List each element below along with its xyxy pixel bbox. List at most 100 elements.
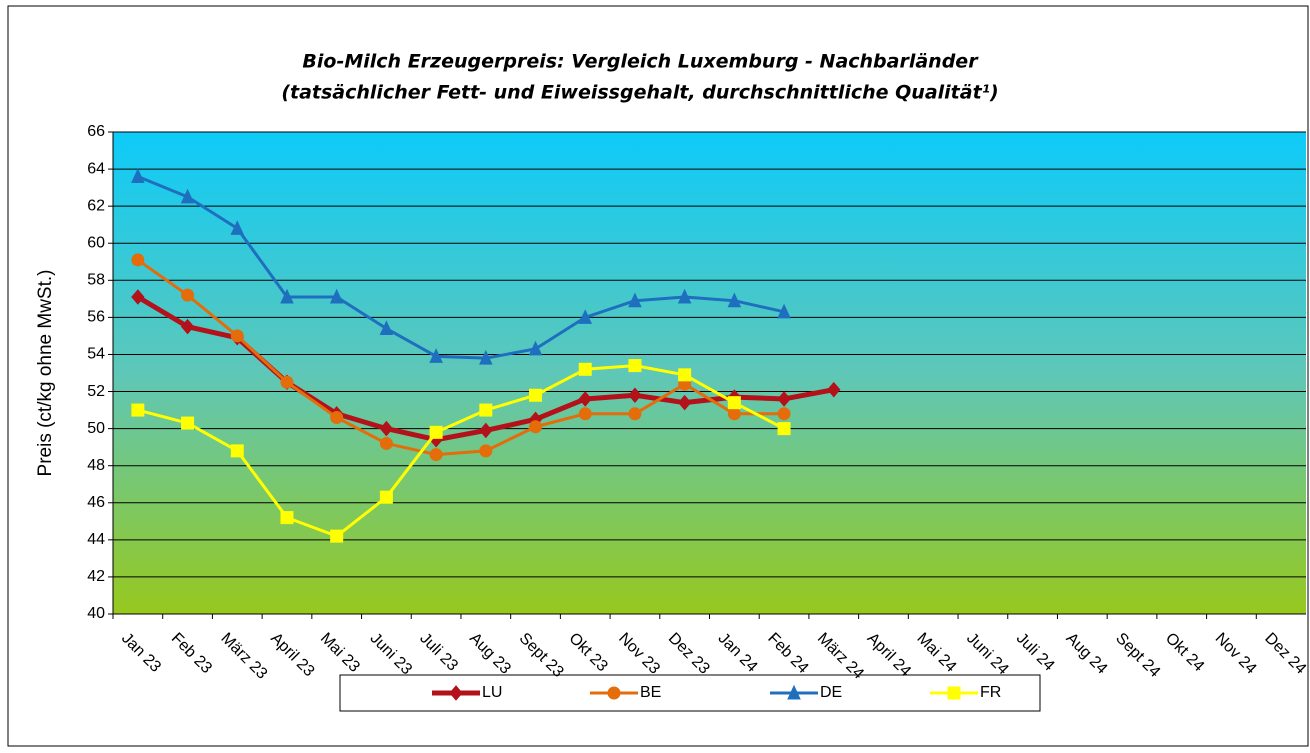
marker	[677, 288, 692, 304]
plot-area	[113, 132, 1306, 614]
marker	[230, 444, 244, 458]
marker	[330, 410, 344, 424]
marker	[379, 490, 393, 504]
frame	[7, 5, 1309, 747]
y-tick-label: 56	[87, 309, 105, 326]
x-tick-label: Feb 23	[168, 630, 215, 677]
marker	[777, 303, 791, 319]
y-tick-label: 44	[87, 531, 105, 548]
x-tick-label: Okt 24	[1162, 630, 1207, 675]
marker	[379, 320, 394, 336]
marker	[578, 362, 592, 376]
legend-label: FR	[980, 684, 1001, 701]
y-tick-label: 40	[87, 605, 105, 622]
x-tick-label: Nov 23	[615, 630, 663, 678]
marker	[379, 420, 394, 437]
marker	[429, 425, 443, 439]
marker	[429, 448, 443, 462]
marker	[777, 391, 791, 407]
marker	[280, 375, 294, 389]
marker	[131, 289, 145, 305]
x-tick-label: Juli 23	[416, 630, 461, 675]
marker	[479, 422, 493, 439]
x-tick-label: Mai 23	[317, 630, 363, 676]
marker	[131, 403, 145, 417]
marker	[429, 348, 443, 363]
marker	[180, 188, 195, 204]
marker	[607, 686, 621, 700]
y-tick-label: 48	[87, 457, 105, 474]
marker	[827, 381, 841, 398]
x-tick-label: April 24	[864, 630, 914, 680]
x-tick-label: Okt 23	[565, 630, 610, 675]
marker	[230, 329, 244, 343]
marker	[529, 388, 543, 402]
x-tick-label: Feb 24	[764, 630, 811, 677]
x-tick-label: Juni 23	[367, 630, 416, 679]
x-tick-label: Juli 24	[1013, 630, 1058, 675]
x-tick-label: Jan 24	[715, 630, 761, 676]
marker	[280, 511, 294, 525]
y-tick-label: 60	[87, 234, 105, 251]
legend-label: LU	[482, 684, 502, 701]
marker	[677, 394, 692, 411]
legend-label: DE	[820, 684, 842, 701]
y-tick-label: 64	[87, 160, 105, 177]
y-tick-label: 52	[87, 383, 105, 400]
marker	[578, 309, 593, 324]
marker	[479, 444, 493, 458]
marker	[280, 288, 294, 304]
marker	[727, 396, 741, 410]
marker	[528, 340, 543, 356]
marker	[131, 168, 145, 183]
marker	[379, 436, 393, 450]
marker	[628, 292, 642, 308]
y-tick-label: 58	[87, 272, 105, 289]
x-tick-label: Sept 24	[1112, 630, 1163, 681]
series-line	[137, 364, 785, 538]
marker	[628, 387, 642, 404]
marker	[181, 416, 195, 430]
x-tick-label: Nov 24	[1212, 630, 1260, 678]
marker	[479, 349, 493, 365]
chart-title: Bio-Milch Erzeugerpreis: Vergleich Luxem…	[302, 51, 979, 73]
y-tick-label: 66	[87, 123, 105, 140]
series-line	[137, 175, 785, 360]
x-tick-label: Sept 23	[516, 630, 567, 681]
legend-label: BE	[640, 684, 661, 701]
marker	[787, 684, 801, 700]
marker	[628, 359, 642, 373]
x-tick-label: Mai 24	[913, 630, 959, 676]
marker	[449, 685, 463, 701]
marker	[329, 288, 344, 304]
y-tick-label: 54	[87, 346, 105, 363]
y-axis-label: Preis (ct/kg ohne MwSt.)	[35, 270, 56, 477]
x-tick-label: Jan 23	[118, 630, 164, 676]
x-tick-label: Aug 23	[466, 630, 514, 678]
y-tick-label: 50	[87, 420, 105, 437]
y-tick-label: 42	[87, 568, 105, 585]
marker	[947, 686, 961, 700]
marker	[479, 403, 493, 417]
series-line	[136, 258, 785, 457]
marker	[529, 420, 543, 434]
marker	[727, 407, 741, 421]
marker	[578, 407, 592, 421]
x-tick-label: Aug 24	[1062, 630, 1110, 678]
x-tick-label: Dez 23	[665, 630, 713, 678]
x-tick-label: Dez 24	[1261, 630, 1309, 678]
x-tick-label: März 23	[217, 630, 270, 683]
marker	[131, 253, 145, 267]
marker	[628, 407, 642, 421]
marker	[678, 368, 692, 382]
x-tick-label: Juni 24	[963, 630, 1012, 679]
marker	[330, 529, 344, 543]
marker	[777, 422, 791, 436]
x-tick-label: April 23	[267, 630, 317, 680]
marker	[181, 288, 195, 302]
y-tick-label: 46	[87, 494, 105, 511]
marker	[777, 407, 791, 421]
marker	[727, 292, 742, 308]
y-tick-label: 62	[87, 197, 105, 214]
